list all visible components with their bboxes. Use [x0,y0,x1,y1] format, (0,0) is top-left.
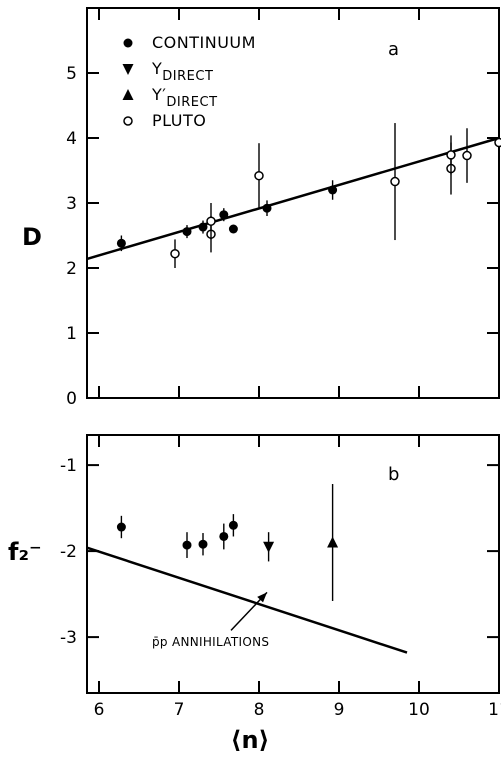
panel-b: -1-2-3 67891011 f₂⁻ b p̄p ANNIHILATIONS … [8,434,501,754]
panel-b-x-ticks: 6 7 8 9 10 11 [94,435,501,720]
panel-b-x-tick-label-0: 6 [94,700,105,720]
panel-b-point-1-0 [263,541,275,553]
panel-b-point-0-3 [219,531,229,541]
panel-a-point-0-2 [198,222,208,232]
panel-a-data-points [116,115,501,268]
panel-a-y-axis-label: D [22,223,42,251]
legend-label-sub-2: DIRECT [166,95,217,110]
panel-a-point-0-5 [262,203,272,213]
legend-label-0: CONTINUUM [152,33,256,52]
x-axis-label: ⟨n⟩ [230,726,269,754]
panel-a-point-0-0 [116,238,126,248]
panel-b-letter: b [388,464,399,485]
panel-a-y-tick-label-2: 2 [66,259,77,279]
panel-a-point-0-1 [182,227,192,237]
panel-a-letter: a [388,39,399,60]
legend-label-1: ΥDIRECT [151,59,213,84]
panel-a-point-0-3 [219,210,229,220]
panel-b-x-tick-label-1: 7 [174,700,185,720]
panel-a-fit-line [86,136,500,261]
panel-a-y-tick-label-4: 4 [66,129,77,149]
panel-b-y-axis-label: f₂⁻ [8,538,42,566]
panel-a-y-tick-label-0: 0 [66,389,77,409]
panel-b-y-tick-label-2: -3 [60,628,77,648]
panel-b-point-0-4 [228,520,238,530]
panel-a-point-3-3 [254,170,264,181]
legend-marker-0 [123,38,133,48]
legend-marker-3 [123,116,133,126]
panel-b-x-tick-label-4: 10 [408,700,430,720]
panel-b-y-ticks: -1 -2 -3 [60,456,499,648]
panel-b-x-tick-label-2: 8 [254,700,265,720]
panel-a-point-3-8 [494,137,501,148]
panel-b-point-0-2 [198,539,208,549]
legend-marker-1 [122,64,134,75]
legend-label-sub-1: DIRECT [162,69,213,84]
legend-label-2: Υ′DIRECT [151,85,218,110]
panel-a-y-tick-label-1: 1 [66,324,77,344]
panel-b-annihilation-curve [86,546,408,654]
panel-b-y-tick-label-0: -1 [60,456,77,476]
panel-a-y-tick-label-5: 5 [66,64,77,84]
panel-b-annotation-arrowhead [257,592,267,603]
panel-a-point-0-6 [328,185,338,195]
panel-b-frame [86,434,500,694]
panel-b-data-points [116,484,339,601]
panel-a-point-3-4 [390,176,400,187]
panel-b-y-tick-label-1: -2 [60,542,77,562]
panel-a-y-ticks: 0 1 2 3 4 5 [66,64,499,409]
panel-b-point-0-1 [182,540,192,550]
panel-a-point-0-4 [228,224,238,234]
panel-a-point-3-7 [462,150,472,161]
panel-b-x-tick-label-5: 11 [488,700,501,720]
legend-marker-2 [122,89,134,100]
legend-label-3: PLUTO [152,111,206,130]
panel-a-frame [86,7,500,399]
panel-b-annotation-label: p̄p ANNIHILATIONS [152,635,269,649]
panel-a-x-ticks [98,8,500,398]
panel-a-y-tick-label-3: 3 [66,194,77,214]
panel-a-point-3-6 [446,150,456,160]
panel-b-point-0-0 [116,522,126,532]
panel-b-point-2-0 [327,536,339,548]
panel-b-x-tick-label-3: 9 [334,700,345,720]
panel-a-point-3-0 [170,248,180,259]
panel-a-point-3-2 [206,216,216,226]
